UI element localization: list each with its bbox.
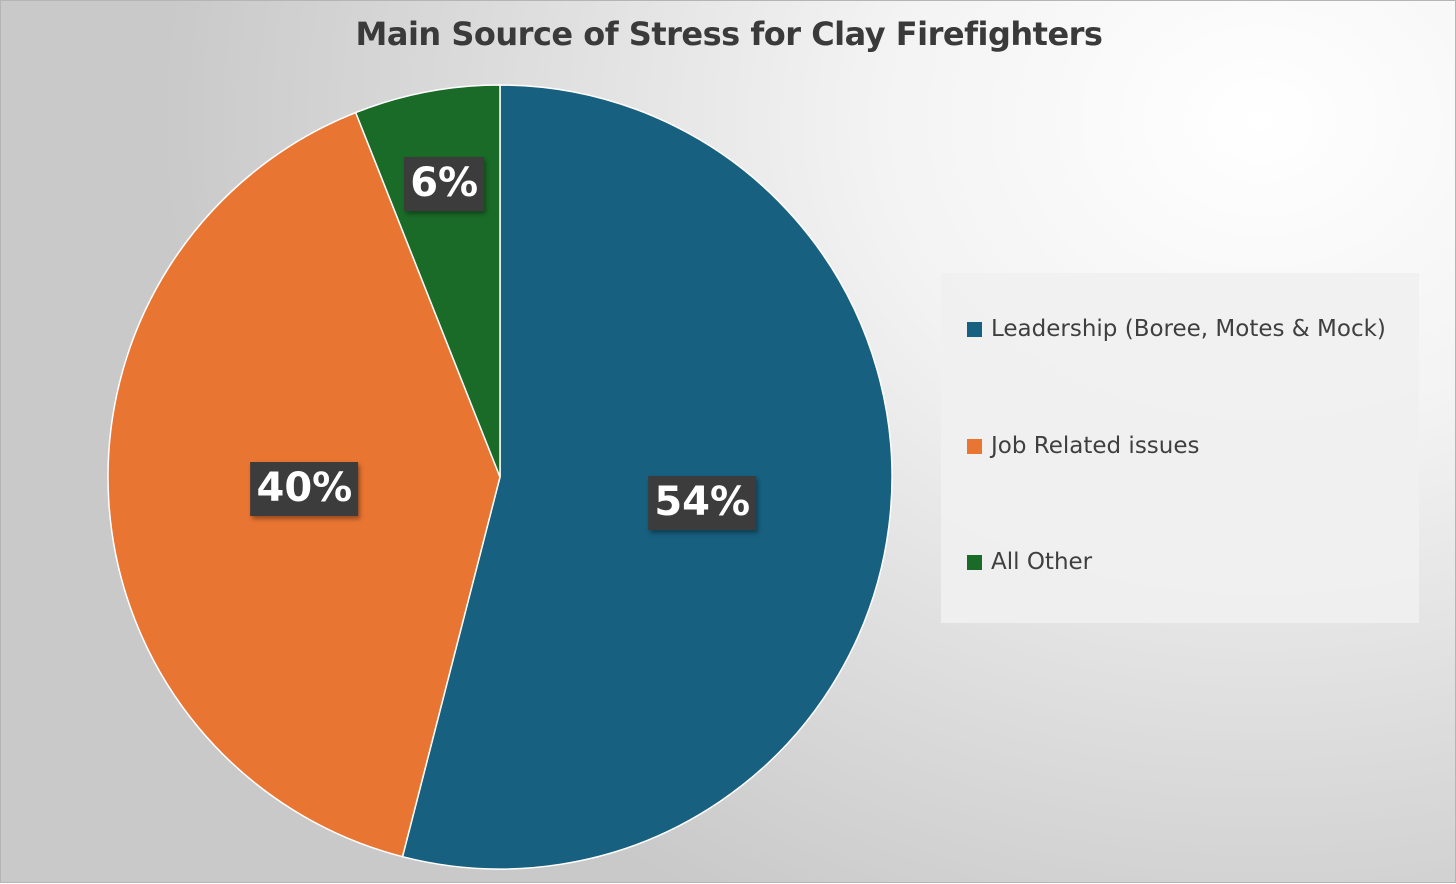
legend-item-job-related: Job Related issues [967, 433, 1200, 459]
legend-label-all-other: All Other [991, 549, 1093, 575]
legend-swatch-leadership [967, 321, 982, 337]
legend-swatch-all-other [967, 554, 982, 570]
legend-label-leadership: Leadership (Boree, Motes & Mock) [991, 316, 1386, 342]
legend-swatch-job-related [967, 438, 982, 454]
legend-item-all-other: All Other [967, 549, 1092, 575]
legend-label-job-related: Job Related issues [991, 433, 1200, 459]
chart-title: Main Source of Stress for Clay Firefight… [355, 15, 1103, 53]
pie-slice-leadership [401, 84, 893, 870]
legend-item-leadership: Leadership (Boree, Motes & Mock) [967, 316, 1386, 342]
data-label-all-other: 6% [404, 157, 485, 212]
data-label-leadership: 54% [648, 475, 757, 530]
data-label-job-related: 40% [250, 462, 359, 517]
legend: Leadership (Boree, Motes & Mock) Job Rel… [941, 273, 1419, 623]
